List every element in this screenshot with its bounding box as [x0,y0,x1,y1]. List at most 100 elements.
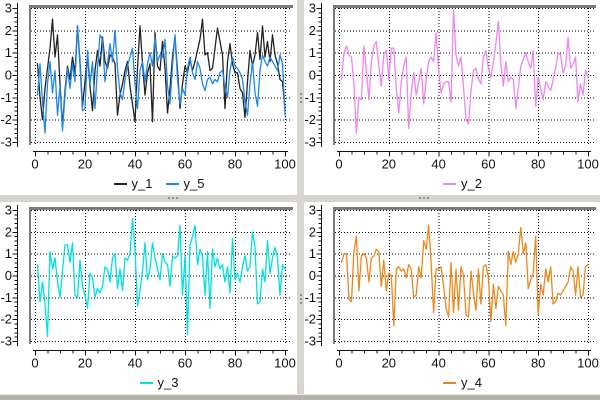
x-tick-label: 40 [128,356,142,371]
y-tick-label: 1 [309,246,316,261]
splitter-handle-icon[interactable] [300,294,302,296]
y-tick-label: -3 [0,334,12,349]
legend-line-sample-icon [165,183,179,185]
legend-label: y_4 [461,375,482,390]
y-tick-label: -3 [304,135,316,150]
y-tick-label: -1 [0,290,12,305]
canvas-frame-left [29,5,31,145]
y-tick-label: 3 [5,203,12,218]
legend: y_3 [25,375,293,391]
y-tick-label: -1 [304,290,316,305]
splitter-handle-icon[interactable] [168,197,170,199]
x-tick-label: 20 [78,356,92,371]
x-tick-label: 80 [531,157,545,172]
x-tick-label: 60 [178,157,192,172]
legend-label: y_3 [157,375,179,390]
x-tick-label: 20 [382,157,396,172]
y-tick-label: 0 [5,268,12,283]
x-tick-label: 0 [335,356,342,371]
x-tick-label: 20 [382,356,396,371]
x-tick-label: 0 [335,157,342,172]
legend-line-sample-icon [443,183,457,185]
legend-item-y_4: y_4 [443,376,482,390]
x-tick-label: 100 [274,157,296,172]
curve-y_5 [36,25,286,134]
x-tick-label: 100 [577,157,599,172]
legend-line-sample-icon [113,183,127,185]
legend-label: y_5 [183,176,205,191]
canvas-frame-left [29,207,31,344]
plot-svg: 3 2 1 0 -1 -2 -3 0 20 40 60 80 100 [304,1,599,172]
x-tick-label: 40 [431,356,445,371]
y-tick-label: -2 [0,312,12,327]
curve-y_4 [340,224,589,327]
plot-pane-top-left: 3 2 1 0 -1 -2 -3 0 20 40 60 80 100 y_1 y_5 [0,0,297,195]
y-tick-label: -3 [0,135,12,150]
y-tick-label: 1 [309,45,316,60]
curve-y_3 [36,218,286,338]
legend-line-sample-icon [443,382,457,384]
splitter-handle-icon[interactable] [419,197,421,199]
x-tick-label: 0 [31,356,38,371]
canvas-frame-top [333,207,596,210]
y-tick-label: 1 [5,45,12,60]
y-tick-label: 1 [5,246,12,261]
splitter-handle-icon[interactable] [300,93,302,95]
plot-canvas[interactable] [29,207,293,344]
legend-line-sample-icon [139,382,153,384]
y-tick-label: 0 [5,68,12,83]
canvas-frame-top [333,5,596,8]
y-tick-label: -3 [304,334,316,349]
legend-label: y_1 [131,176,153,191]
x-tick-label: 40 [431,157,445,172]
x-tick-label: 100 [274,356,296,371]
y-tick-label: 2 [5,23,12,38]
legend-item-y_3: y_3 [139,375,179,390]
plot-pane-bottom-left: 3 2 1 0 -1 -2 -3 0 20 40 60 80 100 y_3 [0,202,297,394]
x-tick-label: 0 [31,157,38,172]
x-tick-label: 80 [228,356,242,371]
plot-svg: 3 2 1 0 -1 -2 -3 0 20 40 60 80 100 [304,203,599,371]
plot-canvas[interactable] [333,207,596,344]
plot-canvas[interactable] [333,5,596,145]
plot-pane-bottom-right: 3 2 1 0 -1 -2 -3 0 20 40 60 80 100 y_4 [304,202,600,394]
x-tick-label: 80 [531,356,545,371]
canvas-frame-top [29,207,293,210]
plot-canvas[interactable] [29,5,293,145]
y-tick-label: -2 [304,312,316,327]
plot-svg: 3 2 1 0 -1 -2 -3 0 20 40 60 80 100 [0,203,296,371]
x-tick-label: 60 [178,356,192,371]
legend-item-y_5: y_5 [165,176,205,191]
horizontal-splitter-bar[interactable] [0,195,600,202]
y-tick-label: 2 [309,224,316,239]
y-tick-label: -2 [304,112,316,127]
y-tick-label: 0 [309,68,316,83]
legend: y_4 [329,375,596,391]
curve-y_2 [340,9,589,134]
plot-svg: 3 2 1 0 -1 -2 -3 0 20 40 60 80 100 [0,1,296,172]
x-tick-label: 40 [128,157,142,172]
canvas-frame-left [333,5,335,145]
canvas-frame-top [29,5,293,8]
legend-item-y_2: y_2 [443,177,482,191]
legend: y_1 y_5 [25,176,293,192]
x-tick-label: 20 [78,157,92,172]
x-tick-label: 100 [577,356,599,371]
y-tick-label: 3 [309,203,316,218]
x-tick-label: 80 [228,157,242,172]
legend-item-y_1: y_1 [113,176,153,191]
legend: y_2 [329,176,596,192]
legend-label: y_2 [461,176,482,191]
y-tick-label: 2 [309,23,316,38]
y-tick-label: -1 [304,90,316,105]
plot-pane-top-right: 3 2 1 0 -1 -2 -3 0 20 40 60 80 100 y_2 [304,0,600,195]
y-tick-label: -2 [0,112,12,127]
canvas-frame-left [333,207,335,344]
y-tick-label: 2 [5,224,12,239]
x-tick-label: 60 [481,157,495,172]
x-tick-label: 60 [481,356,495,371]
y-tick-label: 0 [309,268,316,283]
y-tick-label: 3 [309,1,316,16]
window-bottom-edge [0,394,600,400]
